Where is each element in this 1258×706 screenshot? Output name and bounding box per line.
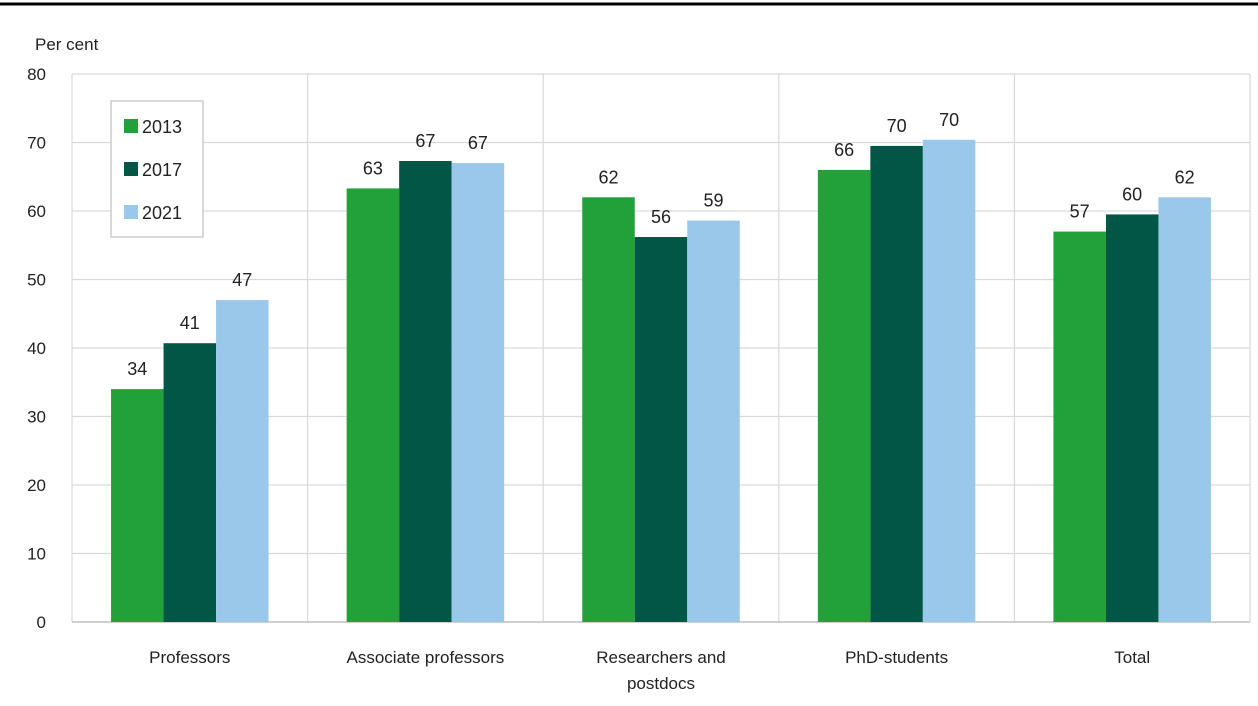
bar: [817, 169, 871, 622]
data-label: 67: [468, 133, 488, 153]
data-label: 63: [363, 158, 383, 178]
x-tick-label: Associate professors: [347, 648, 505, 667]
x-tick-label: Researchers and: [596, 648, 725, 667]
bar: [1158, 197, 1211, 623]
data-labels: 34 41 47 63 67 67 62 56 59 66 70 70 57 60 62: [127, 110, 1194, 379]
bar: [582, 197, 635, 623]
bar: [111, 389, 164, 622]
legend-label: 2017: [142, 160, 182, 180]
x-tick-label: postdocs: [627, 674, 695, 693]
y-tick-label: 70: [27, 134, 46, 153]
data-label: 41: [180, 313, 200, 333]
bars: [111, 139, 1211, 623]
x-tick-label: Total: [1114, 648, 1150, 667]
bar: [163, 343, 217, 622]
data-label: 59: [703, 191, 723, 211]
y-tick-label: 10: [27, 545, 46, 564]
y-tick-label: 30: [27, 408, 46, 427]
y-tick-label: 0: [37, 613, 46, 632]
legend-swatch: [124, 119, 138, 133]
data-label: 57: [1070, 202, 1090, 222]
x-axis-tick-labels: Professors Associate professors Researcher…: [149, 648, 1150, 693]
data-label: 56: [651, 207, 671, 227]
data-label: 66: [834, 140, 854, 160]
bar: [870, 145, 923, 623]
data-label: 60: [1122, 184, 1142, 204]
data-label: 62: [598, 167, 618, 187]
y-tick-label: 20: [27, 476, 46, 495]
legend: 2013 2017 2021: [110, 100, 204, 238]
legend-label: 2021: [142, 203, 182, 223]
bar: [634, 237, 688, 622]
y-tick-label: 60: [27, 202, 46, 221]
data-label: 62: [1175, 167, 1195, 187]
bar: [216, 300, 269, 622]
bar: [451, 163, 505, 623]
bar: [687, 220, 740, 622]
bar: [1105, 214, 1159, 623]
legend-swatch: [124, 205, 138, 219]
y-tick-label: 80: [27, 65, 46, 84]
x-tick-label: Professors: [149, 648, 230, 667]
data-label: 70: [939, 110, 959, 130]
legend-label: 2013: [142, 117, 182, 137]
data-label: 47: [232, 270, 252, 290]
bar: [346, 188, 400, 622]
bar: [922, 139, 976, 622]
x-tick-label: PhD-students: [845, 648, 948, 667]
y-axis-tick-labels: 0 10 20 30 40 50 60 70 80: [27, 65, 46, 632]
bar: [399, 160, 452, 622]
bar: [1053, 231, 1106, 623]
y-tick-label: 50: [27, 271, 46, 290]
data-label: 34: [127, 359, 147, 379]
y-axis-unit-label: Per cent: [35, 35, 99, 54]
data-label: 67: [415, 131, 435, 151]
data-label: 70: [887, 116, 907, 136]
legend-swatch: [124, 162, 138, 176]
y-tick-label: 40: [27, 339, 46, 358]
